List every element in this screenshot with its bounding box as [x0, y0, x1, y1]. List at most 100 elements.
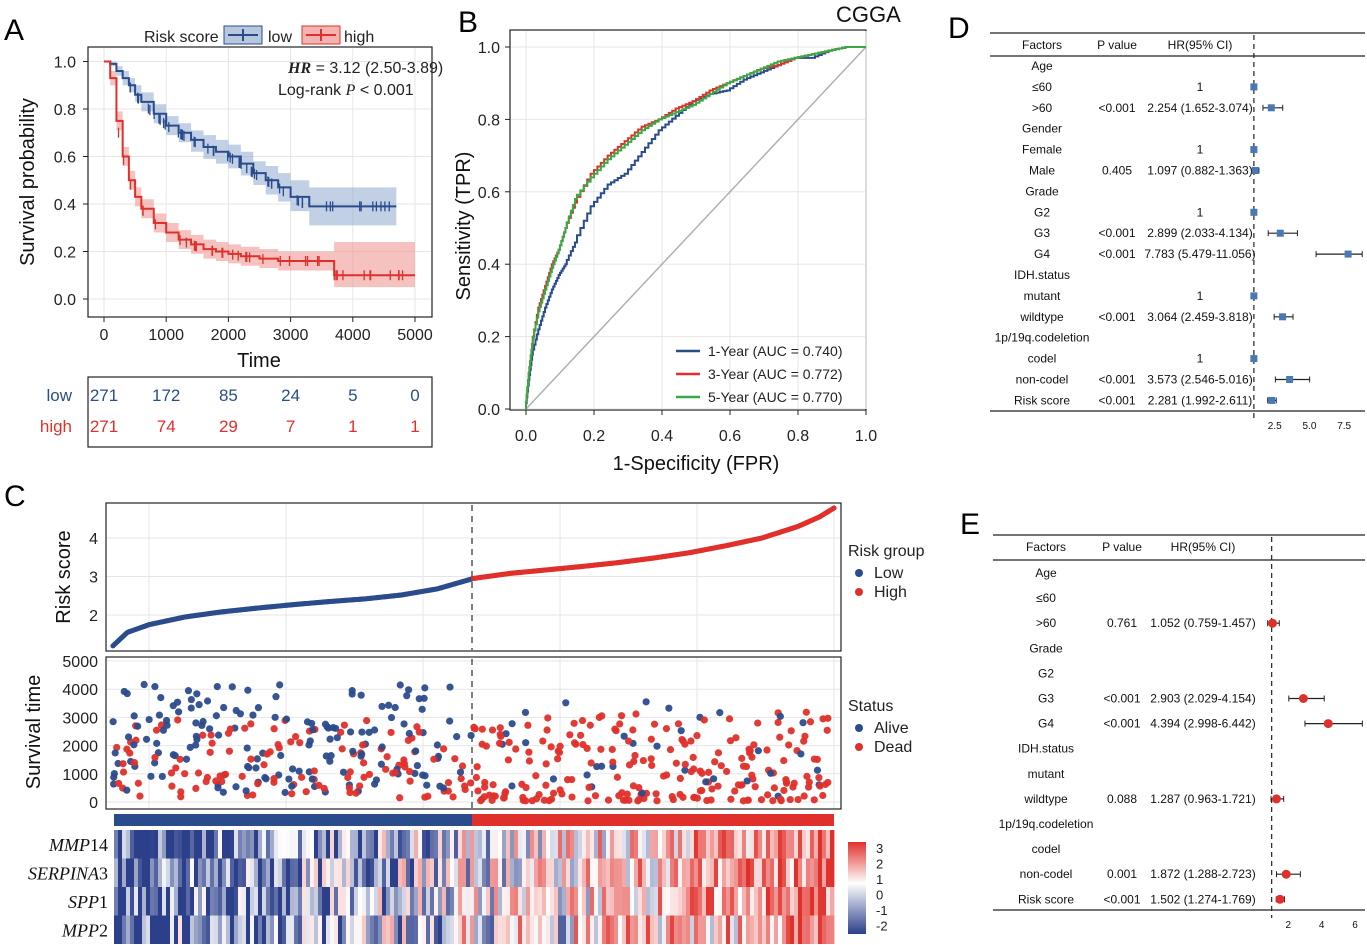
- survival-point-dead: [176, 755, 184, 763]
- heatmap-cell: [674, 830, 679, 859]
- heatmap-cell: [734, 915, 739, 944]
- heatmap-cell: [326, 858, 331, 887]
- heatmap-cell: [626, 915, 631, 944]
- heatmap-cell: [154, 915, 159, 944]
- heatmap-cell: [258, 858, 263, 887]
- heatmap-cell: [614, 887, 619, 916]
- heatmap-cell: [466, 887, 471, 916]
- heatmap-cell: [542, 858, 547, 887]
- survival-point-alive: [232, 783, 240, 791]
- survival-point-alive: [620, 732, 628, 740]
- heatmap-cell: [518, 915, 523, 944]
- forest-factor-label: G3: [1034, 226, 1050, 240]
- survival-time-ticks: 0 1000 2000 3000 4000 5000: [62, 654, 98, 812]
- heatmap-cell: [410, 887, 415, 916]
- heatmap-cell: [214, 858, 219, 887]
- heatmap-cell: [690, 830, 695, 859]
- survival-point-dead: [570, 739, 579, 747]
- heatmap-cell: [554, 887, 559, 916]
- heatmap-cell: [370, 830, 375, 859]
- heatmap-cell: [590, 887, 595, 916]
- survival-point-alive: [123, 786, 131, 794]
- survival-point-dead: [522, 797, 530, 805]
- heatmap-cell: [498, 858, 503, 887]
- heatmap-row-label: MMP14: [48, 835, 108, 855]
- heatmap-cell: [770, 915, 775, 944]
- heatmap-cell: [782, 887, 787, 916]
- heatmap-cell: [334, 915, 339, 944]
- survival-point-dead: [726, 737, 735, 745]
- survival-point-alive: [285, 775, 293, 783]
- km-annotation-logrank-label: Log-rank: [278, 82, 346, 99]
- km-x-tick-label: 4000: [335, 327, 371, 344]
- heatmap-cell: [150, 858, 155, 887]
- survival-point-dead: [270, 725, 278, 733]
- heatmap-cell: [182, 887, 187, 916]
- heatmap-cell: [722, 887, 727, 916]
- survival-point-alive: [358, 750, 366, 758]
- heatmap-cell: [170, 830, 175, 859]
- heatmap-cell: [198, 858, 203, 887]
- survival-point-alive: [813, 766, 822, 774]
- heatmap-cell: [114, 887, 119, 916]
- survival-time-grid: [107, 658, 840, 808]
- survival-point-dead: [693, 732, 701, 740]
- heatmap-cell: [122, 858, 127, 887]
- survival-point-alive: [271, 713, 279, 721]
- heatmap-cell: [794, 858, 799, 887]
- roc-y-tick-label: 0.8: [478, 112, 500, 129]
- heatmap-cell: [454, 887, 459, 916]
- survival-point-dead: [249, 791, 257, 799]
- survival-tick-label: 3000: [62, 710, 98, 727]
- heatmap-cell: [186, 887, 191, 916]
- heatmap-cell: [362, 858, 367, 887]
- survival-point-alive: [331, 724, 340, 732]
- survival-point-dead: [119, 768, 128, 776]
- survival-point-dead: [749, 775, 757, 783]
- heatmap-cell: [814, 830, 819, 859]
- survival-point-alive: [309, 726, 317, 734]
- heatmap-cell: [386, 915, 391, 944]
- heatmap-cell: [618, 858, 623, 887]
- heatmap-cell: [478, 858, 483, 887]
- heatmap-cell: [682, 915, 687, 944]
- forest-estimate-marker: [1298, 694, 1308, 703]
- heatmap-cell: [602, 830, 607, 859]
- heatmap-cell: [298, 915, 303, 944]
- heatmap-cell: [450, 830, 455, 859]
- survival-point-dead: [689, 753, 697, 762]
- forest-factor-label: Male: [1029, 164, 1055, 178]
- survival-point-alive: [272, 693, 280, 701]
- heatmap-cell: [502, 887, 507, 916]
- heatmap-cell: [166, 858, 171, 887]
- km-curve-high: [104, 60, 415, 277]
- heatmap-cell: [482, 830, 487, 859]
- heatmap-cell: [738, 858, 743, 887]
- heatmap-cell: [366, 830, 371, 859]
- heatmap-cell: [634, 915, 639, 944]
- heatmap-cell: [166, 887, 171, 916]
- survival-point-alive: [281, 788, 289, 797]
- heatmap-cell: [758, 915, 763, 944]
- survival-point-dead: [338, 745, 346, 753]
- heatmap-cell: [678, 915, 683, 944]
- heatmap-cell: [306, 858, 311, 887]
- heatmap-cell: [118, 915, 123, 944]
- heatmap-cell: [442, 858, 447, 887]
- forest-pvalue: <0.001: [1098, 101, 1135, 115]
- survival-point-alive: [677, 727, 685, 735]
- heatmap-cell: [138, 887, 143, 916]
- heatmap-cell: [378, 915, 383, 944]
- heatmap-cell: [274, 858, 279, 887]
- survival-point-dead: [478, 725, 486, 733]
- heatmap-cell: [714, 830, 719, 859]
- survival-point-dead: [360, 773, 368, 781]
- heatmap-cell: [550, 830, 555, 859]
- heatmap-cell: [574, 915, 579, 944]
- survival-point-alive: [433, 741, 441, 749]
- survival-point-dead: [777, 797, 785, 805]
- survival-point-alive: [418, 705, 426, 713]
- survival-point-dead: [717, 762, 725, 770]
- heatmap-cell: [246, 887, 251, 916]
- heatmap-cell: [374, 887, 379, 916]
